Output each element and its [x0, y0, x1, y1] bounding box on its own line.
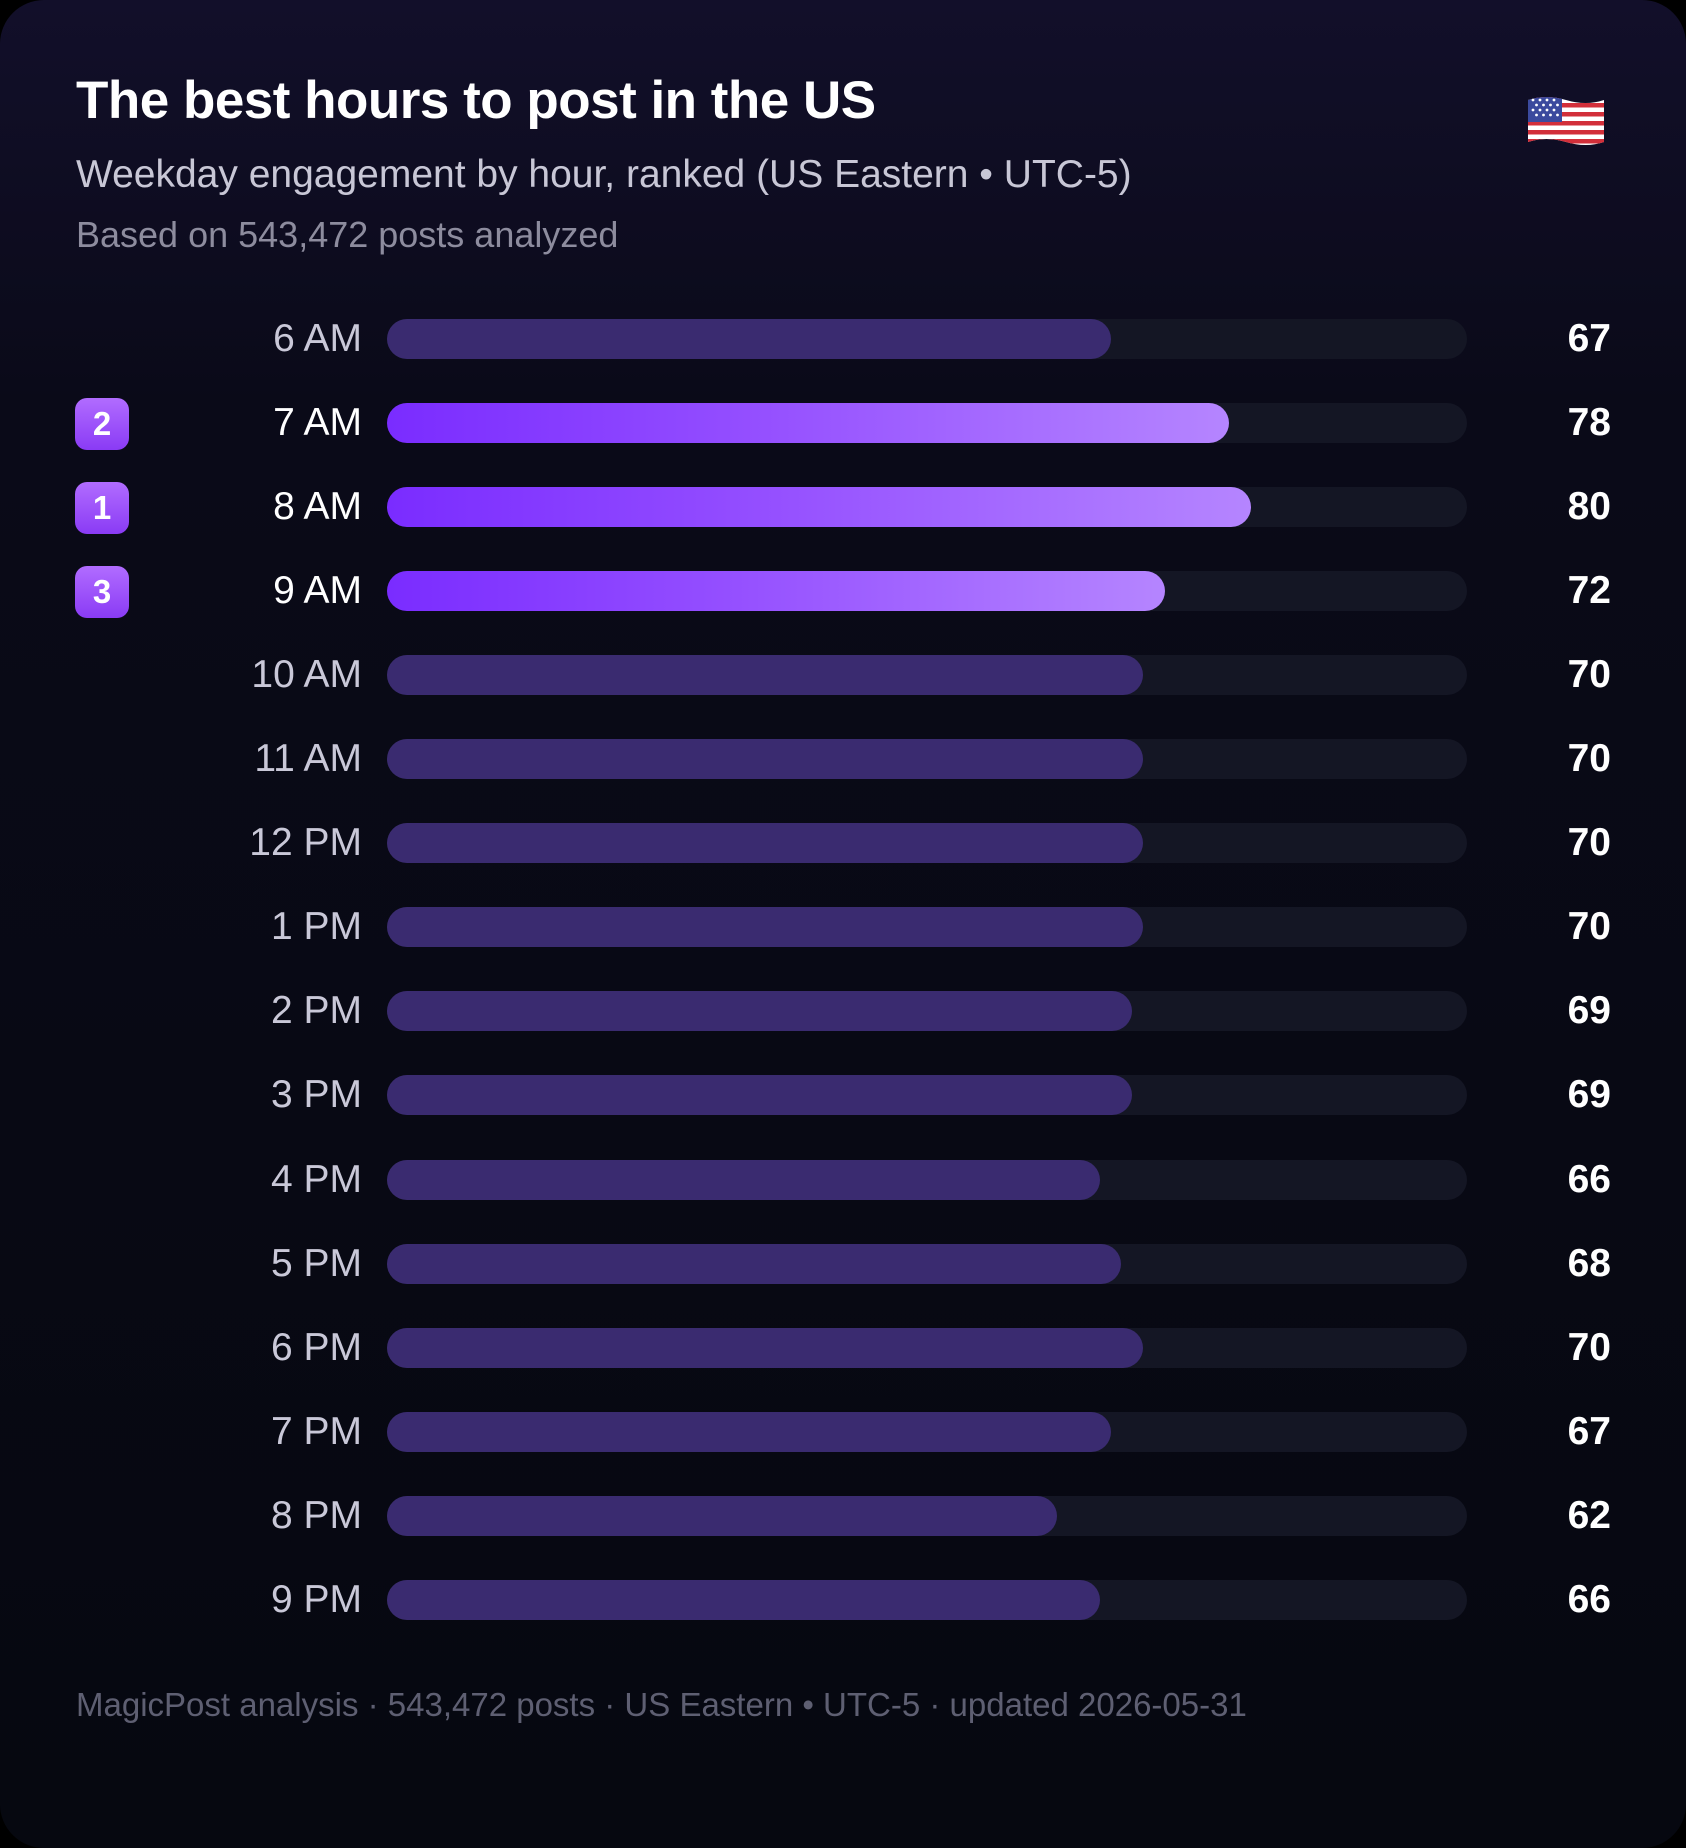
chart-meta: Based on 543,472 posts analyzed [76, 214, 619, 255]
bar [387, 1411, 1111, 1452]
bar [387, 1495, 1057, 1536]
bar-track [387, 1075, 1467, 1116]
chart-subtitle: Weekday engagement by hour, ranked (US E… [76, 153, 1132, 196]
us-flag-icon [1528, 97, 1604, 145]
bar-track [387, 1495, 1467, 1536]
hour-label: 9 AM [273, 569, 362, 613]
bar [387, 907, 1143, 948]
chart-title: The best hours to post in the US [76, 71, 876, 130]
bar-track [387, 823, 1467, 864]
bar-row: 3 9 AM 72 [0, 549, 1686, 633]
bar-track [387, 319, 1467, 359]
bar-row: 5 PM 68 [0, 1222, 1686, 1306]
bar-row: 2 7 AM 78 [0, 381, 1686, 465]
bar-track [387, 655, 1467, 696]
bar-row: 8 PM 62 [0, 1474, 1686, 1558]
rank-badge: 2 [75, 398, 129, 451]
value-label: 69 [1567, 1073, 1611, 1117]
value-label: 66 [1567, 1157, 1611, 1201]
value-label: 70 [1567, 821, 1611, 865]
bar [387, 1243, 1122, 1284]
bar-track [387, 487, 1467, 528]
value-label: 72 [1567, 569, 1611, 613]
bar-row: 6 PM 70 [0, 1306, 1686, 1390]
hour-label: 8 PM [270, 1493, 362, 1537]
value-label: 70 [1567, 1325, 1611, 1369]
bar-row: 4 PM 66 [0, 1138, 1686, 1222]
hour-label: 3 PM [270, 1073, 362, 1117]
bar-track [387, 1243, 1467, 1284]
bar [387, 487, 1251, 528]
rank-badge: 3 [75, 566, 129, 619]
bar [387, 823, 1143, 864]
bar [387, 1579, 1100, 1620]
hour-label: 7 AM [273, 401, 362, 445]
bar [387, 991, 1133, 1032]
value-label: 70 [1567, 653, 1611, 697]
bar-row: 6 AM 67 [0, 297, 1686, 381]
bar [387, 739, 1143, 780]
bar [387, 403, 1230, 444]
hour-label: 4 PM [270, 1157, 362, 1201]
hour-label: 6 AM [273, 317, 362, 360]
chart-footer: MagicPost analysis · 543,472 posts · US … [76, 1686, 1247, 1723]
value-label: 78 [1567, 401, 1611, 445]
bar-track [387, 907, 1467, 948]
bar [387, 1159, 1100, 1200]
bar [387, 655, 1143, 696]
bar-row: 11 AM 70 [0, 717, 1686, 801]
bar-row: 2 PM 69 [0, 969, 1686, 1053]
bar-row: 10 AM 70 [0, 633, 1686, 717]
bar-track [387, 1159, 1467, 1200]
hour-label: 1 PM [270, 905, 362, 949]
bar-track [387, 403, 1467, 444]
bar-row: 1 8 AM 80 [0, 465, 1686, 549]
bar [387, 571, 1165, 612]
bar-track [387, 571, 1467, 612]
hour-label: 11 AM [254, 737, 362, 781]
bar-track [387, 1579, 1467, 1620]
value-label: 80 [1567, 485, 1611, 529]
value-label: 66 [1567, 1577, 1611, 1621]
bar-track [387, 1327, 1467, 1368]
value-label: 70 [1567, 905, 1611, 949]
bar-track [387, 739, 1467, 780]
rank-badge: 1 [75, 482, 129, 535]
bar-row: 9 PM 66 [0, 1558, 1686, 1642]
value-label: 69 [1567, 989, 1611, 1033]
bar-row: 1 PM 70 [0, 885, 1686, 969]
bar [387, 319, 1111, 359]
hour-label: 7 PM [270, 1409, 362, 1453]
hour-label: 8 AM [273, 485, 362, 529]
value-label: 68 [1567, 1241, 1611, 1285]
bar [387, 1327, 1143, 1368]
bar-track [387, 1411, 1467, 1452]
value-label: 62 [1567, 1493, 1611, 1537]
value-label: 70 [1567, 737, 1611, 781]
hour-label: 6 PM [270, 1325, 362, 1369]
hour-label: 2 PM [270, 989, 362, 1033]
hour-label: 10 AM [251, 653, 362, 697]
hour-label: 12 PM [249, 821, 362, 865]
bar [387, 1075, 1133, 1116]
hour-label: 9 PM [270, 1577, 362, 1621]
bar-row: 3 PM 69 [0, 1053, 1686, 1137]
bar-row: 7 PM 67 [0, 1390, 1686, 1474]
bar-track [387, 991, 1467, 1032]
hour-label: 5 PM [270, 1241, 362, 1285]
value-label: 67 [1567, 1409, 1611, 1453]
value-label: 67 [1567, 317, 1611, 360]
bar-row: 12 PM 70 [0, 801, 1686, 885]
